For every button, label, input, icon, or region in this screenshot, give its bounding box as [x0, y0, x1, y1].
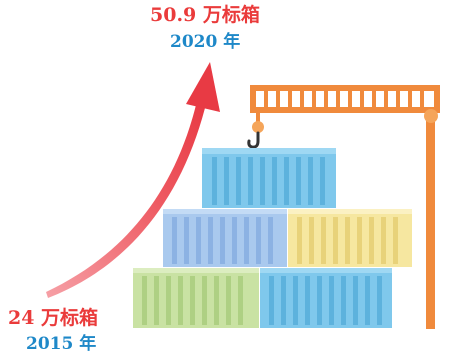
end-value-label: 50.9 万标箱	[150, 4, 260, 26]
start-value-label: 24 万标箱	[8, 307, 99, 329]
crane-hook-icon	[247, 113, 264, 149]
crane-icon	[250, 85, 440, 329]
growth-arrow-icon	[46, 62, 220, 298]
start-year-label: 2015 年	[26, 334, 97, 354]
shipping-container-icon	[133, 148, 412, 328]
end-year-label: 2020 年	[170, 32, 241, 52]
